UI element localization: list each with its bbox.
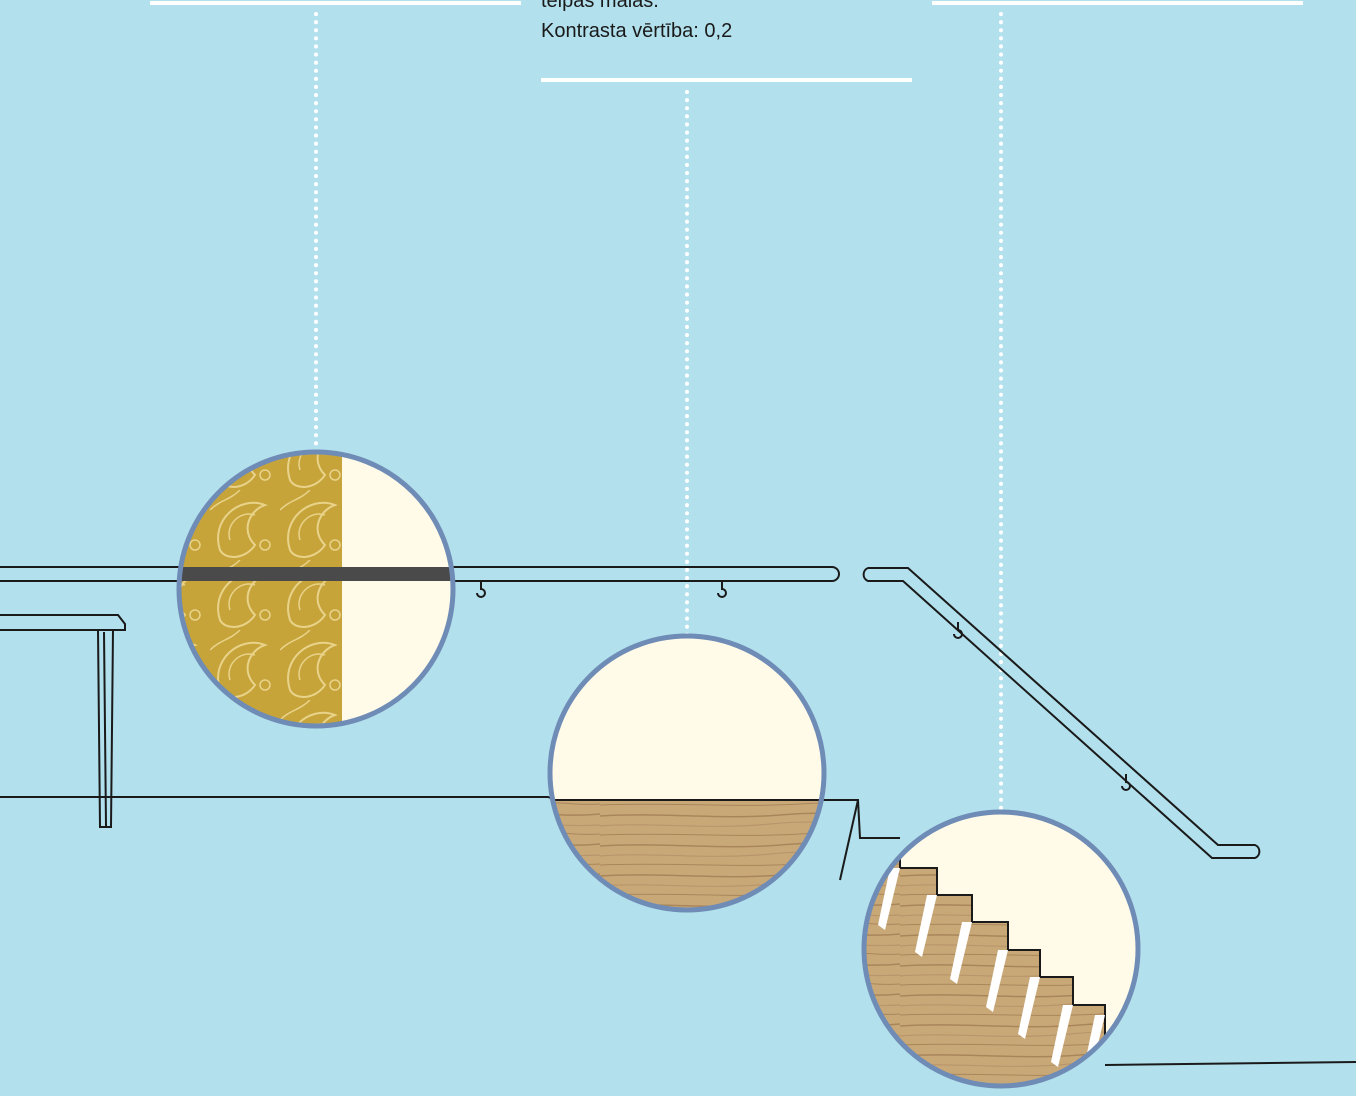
stairs-circle-border	[861, 809, 1141, 1089]
handrail-sloped	[862, 567, 1261, 859]
stairs-contrast-icon	[864, 812, 1138, 1086]
wall-circle-border	[176, 449, 456, 729]
contrast-caption: telpas malās. Kontrasta vērtība: 0,2	[541, 0, 921, 46]
caption-line-cut: telpas malās.	[541, 0, 659, 12]
bench	[0, 614, 126, 828]
floor-contrast-icon	[550, 636, 824, 910]
wallpaper-contrast-icon	[179, 452, 453, 726]
floor-circle-border	[547, 633, 827, 913]
caption-contrast-value: Kontrasta vērtība: 0,2	[541, 20, 733, 42]
